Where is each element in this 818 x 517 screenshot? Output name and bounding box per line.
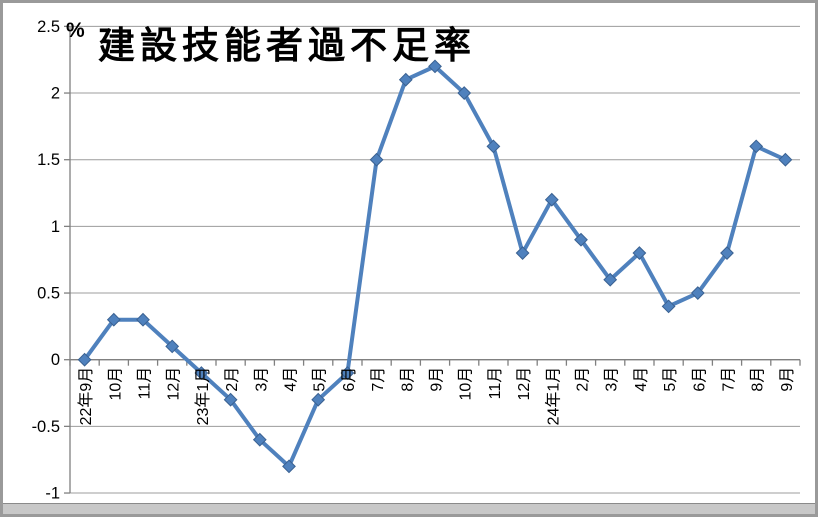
x-tick-label: 22年9月 xyxy=(77,367,95,426)
data-point-marker xyxy=(136,312,150,327)
data-point-marker xyxy=(252,432,267,447)
data-point-marker xyxy=(457,86,472,100)
data-point-marker xyxy=(574,232,588,247)
data-point-marker xyxy=(428,59,442,74)
y-tick-label: -0.5 xyxy=(32,418,60,436)
y-tick-label: 2.5 xyxy=(37,18,60,36)
data-point-marker xyxy=(632,246,647,260)
data-point-marker xyxy=(544,192,559,207)
data-point-marker xyxy=(690,286,705,300)
y-tick-label: 0.5 xyxy=(37,285,60,303)
x-tick-label: 3月 xyxy=(604,367,621,392)
x-tick-label: 2月 xyxy=(575,367,592,392)
y-tick-label: 1 xyxy=(51,218,60,236)
data-point-marker xyxy=(515,246,530,260)
x-tick-label: 4月 xyxy=(283,367,300,392)
data-point-marker xyxy=(340,366,355,380)
data-point-marker xyxy=(369,152,384,167)
x-tick-label: 23年1月 xyxy=(194,367,212,426)
data-line xyxy=(82,64,788,469)
y-tick-label: -1 xyxy=(45,485,60,503)
y-tick-label: 1.5 xyxy=(37,151,60,169)
data-point-marker xyxy=(749,139,764,154)
x-tick-label: 9月 xyxy=(779,367,796,392)
x-tick-label: 6月 xyxy=(341,367,358,392)
data-point-marker xyxy=(661,299,676,314)
y-tick-label: 0 xyxy=(51,351,60,369)
x-tick-label: 2月 xyxy=(224,367,241,392)
x-tick-label: 3月 xyxy=(253,367,270,392)
data-point-marker xyxy=(603,272,618,287)
data-point-marker xyxy=(311,392,326,407)
x-tick-label: 4月 xyxy=(633,367,650,392)
data-point-marker xyxy=(106,312,121,327)
x-tick-label: 5月 xyxy=(662,367,679,392)
x-tick-label: 5月 xyxy=(312,367,329,392)
data-point-marker xyxy=(194,366,209,380)
y-tick-label: 2 xyxy=(51,85,60,103)
data-point-marker xyxy=(486,139,501,154)
data-point-marker xyxy=(77,352,92,367)
x-tick-label: 8月 xyxy=(399,367,416,392)
y-axis-unit-label: % xyxy=(66,19,85,42)
data-point-marker xyxy=(720,246,734,260)
x-tick-label: 8月 xyxy=(750,367,767,392)
x-tick-label: 9月 xyxy=(429,367,446,392)
x-tick-label: 7月 xyxy=(721,367,738,392)
x-tick-label: 12月 xyxy=(166,367,183,401)
data-point-marker xyxy=(778,152,793,167)
x-tick-label: 10月 xyxy=(107,367,124,401)
window-bottom-bar xyxy=(3,503,815,514)
chart-title: 建設技能者過不足率 xyxy=(98,25,476,66)
x-tick-label: 11月 xyxy=(487,367,504,400)
x-tick-label: 7月 xyxy=(370,367,387,392)
data-point-marker xyxy=(223,392,238,407)
data-point-marker xyxy=(282,459,296,474)
data-point-marker xyxy=(398,72,413,87)
x-tick-label: 11月 xyxy=(137,367,154,400)
x-tick-label: 24年1月 xyxy=(544,367,562,426)
line-chart-canvas: 2.5 2 1.5 1 0.5 0 -0.5 -1 22年9月 10月 11月 12月 23年1月 2月 3… xyxy=(32,18,801,503)
x-tick-label: 10月 xyxy=(458,367,475,401)
x-tick-label: 12月 xyxy=(516,367,533,401)
data-point-marker xyxy=(165,339,180,354)
x-tick-label: 6月 xyxy=(691,367,708,392)
